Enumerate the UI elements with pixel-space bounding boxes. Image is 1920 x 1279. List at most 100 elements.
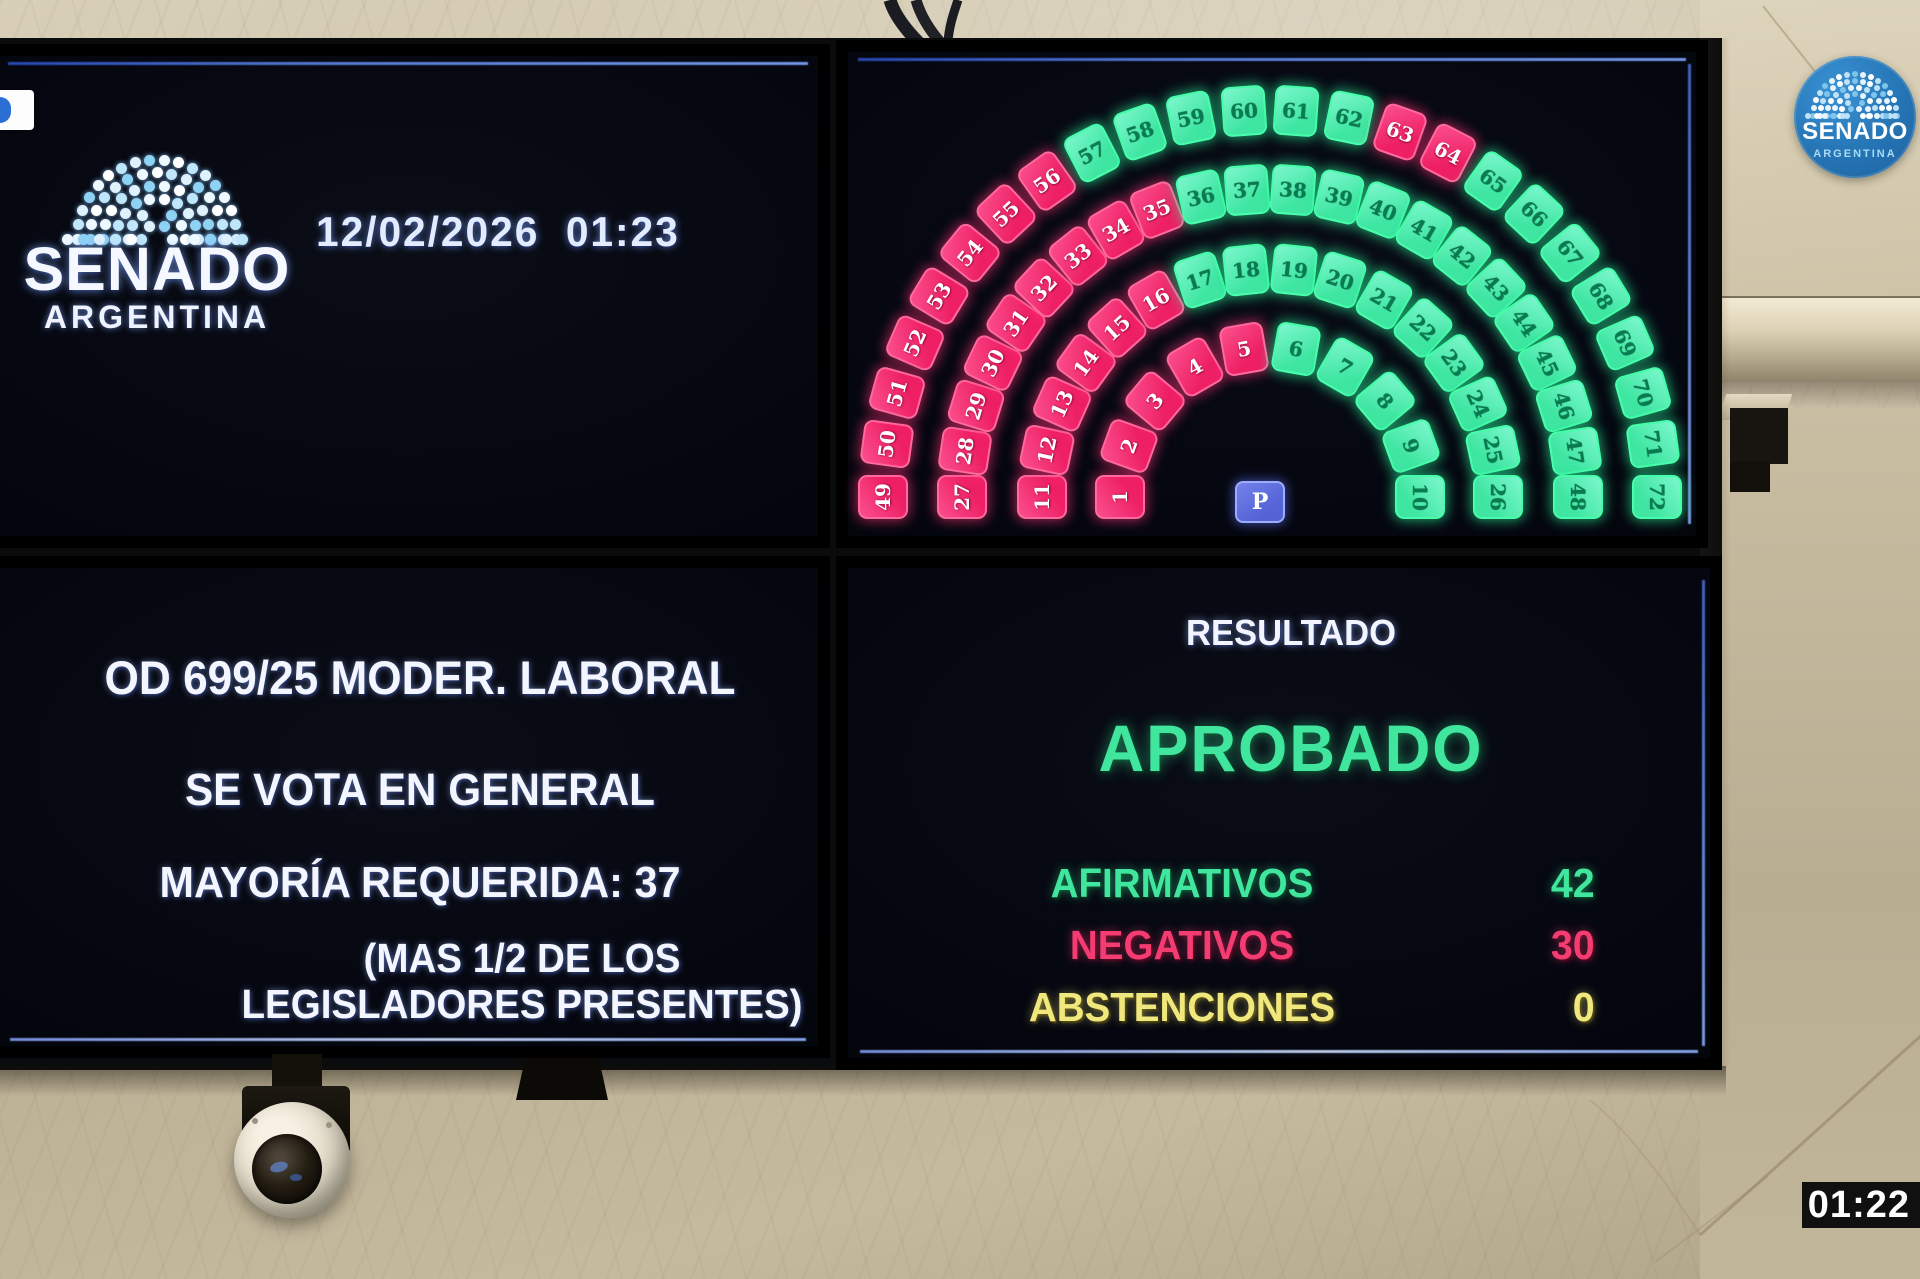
video-timestamp: 01:22 [1802,1182,1920,1228]
corner-broadcast-mark [0,90,34,130]
camera-mount-arm [272,1054,322,1090]
seat-10: 10 [1395,475,1445,519]
senado-title: SENADO [23,235,291,303]
dome-dot [1833,91,1840,98]
dome-dot [1830,113,1837,119]
dome-dot [71,234,83,245]
seat-18: 18 [1221,243,1271,298]
abstention-count: 0 [1572,984,1595,1030]
dome-dot [122,173,134,185]
camera-lens-glint [290,1174,302,1181]
dome-dot [1816,113,1823,119]
negative-count: 30 [1550,922,1595,968]
dome-dot [186,193,198,205]
dome-dot [1886,89,1893,96]
dome-dot [211,204,223,216]
dome-dot [1839,113,1846,119]
dome-dot [1824,104,1831,111]
results-surface: RESULTADO APROBADO AFIRMATIVOS 42 NEGATI… [848,568,1710,1058]
dome-dot [116,193,128,205]
dome-dot [1852,71,1858,77]
dome-dot [112,219,124,231]
dome-dot [189,234,201,245]
dome-dot [1820,97,1827,104]
screen-edge-glow [8,62,808,65]
dome-dot [1844,113,1850,119]
dome-dot [1868,74,1875,81]
dome-dot [91,204,103,216]
dome-dot [1835,74,1842,81]
dome-dot [99,218,111,230]
dome-dot [1848,106,1854,113]
dome-dot [129,157,141,169]
dome-dot [61,234,73,245]
dome-dot [130,198,142,210]
affirmative-label: AFIRMATIVOS [1050,860,1314,906]
dome-dot [1886,105,1893,112]
screen-edge-glow [10,1038,806,1041]
argentina-subtitle: ARGENTINA [43,299,271,335]
dome-dot [106,204,118,216]
dome-dot [158,154,170,166]
dome-dot [120,207,132,219]
seat-50: 50 [858,419,915,470]
seat-49: 49 [858,475,908,519]
seat-47: 47 [1546,425,1603,477]
dome-dot [159,180,171,192]
dome-dot [99,192,111,204]
dome-dot [1836,81,1843,88]
seat-48: 48 [1553,475,1603,519]
dome-dot [1870,91,1877,98]
dome-dot [143,220,155,232]
dome-dot [210,180,222,192]
dome-dot [1813,113,1820,119]
dome-dot [1839,105,1846,112]
dome-dot [1867,81,1874,88]
abstention-label: ABSTENCIONES [1028,984,1336,1030]
seat-1: 1 [1095,475,1145,519]
dome-dot [1860,113,1866,119]
dome-dot [182,207,194,219]
dome-dot [83,191,95,203]
dome-dot [127,219,139,231]
dome-dot [125,234,137,245]
dome-dot [1873,85,1880,92]
dome-dot [159,220,171,232]
dome-dot [1844,100,1851,107]
motion-majority-line: MAYORÍA REQUERIDA: 37 [159,858,681,907]
seat-58: 58 [1111,101,1170,164]
dome-dot [77,234,89,245]
senado-watermark-badge: SENADO ARGENTINA [1794,56,1916,178]
seat-69: 69 [1593,312,1657,373]
seat-36: 36 [1174,167,1229,226]
dome-dot [1822,113,1829,119]
affirmative-count: 42 [1550,860,1595,906]
dome-dot [1844,78,1851,85]
dome-dot [1852,77,1858,84]
dome-dot [165,209,177,221]
dome-dot [1893,104,1900,111]
seat-72: 72 [1632,475,1682,519]
dome-dot [237,234,249,245]
dome-dot [1810,104,1817,111]
camera-screw [252,1118,258,1124]
dome-dot [193,181,205,193]
dome-dot [1847,84,1854,91]
screen-motion-info: OD 699/25 MODER. LABORAL SE VOTA EN GENE… [0,556,830,1058]
motion-majority-note-line: (MAS 1/2 DE LOS LEGISLADORES PRESENTES) [241,935,803,1027]
seat-59: 59 [1164,89,1218,148]
wall-bracket-foot [1730,462,1770,492]
dome-dot [1832,104,1839,111]
dome-dot [84,234,96,245]
seat-6: 6 [1270,320,1323,378]
dome-dot [92,180,104,192]
dome-dot [1890,96,1897,103]
dome-dot [1887,113,1894,119]
dome-dot [166,234,178,245]
dome-dot [1836,97,1843,104]
dome-dot [1813,96,1820,103]
dome-dot [1843,71,1850,78]
seat-62: 62 [1322,89,1376,148]
dome-dot [1859,100,1866,107]
result-row-negative: NEGATIVOS 30 [848,922,1734,972]
